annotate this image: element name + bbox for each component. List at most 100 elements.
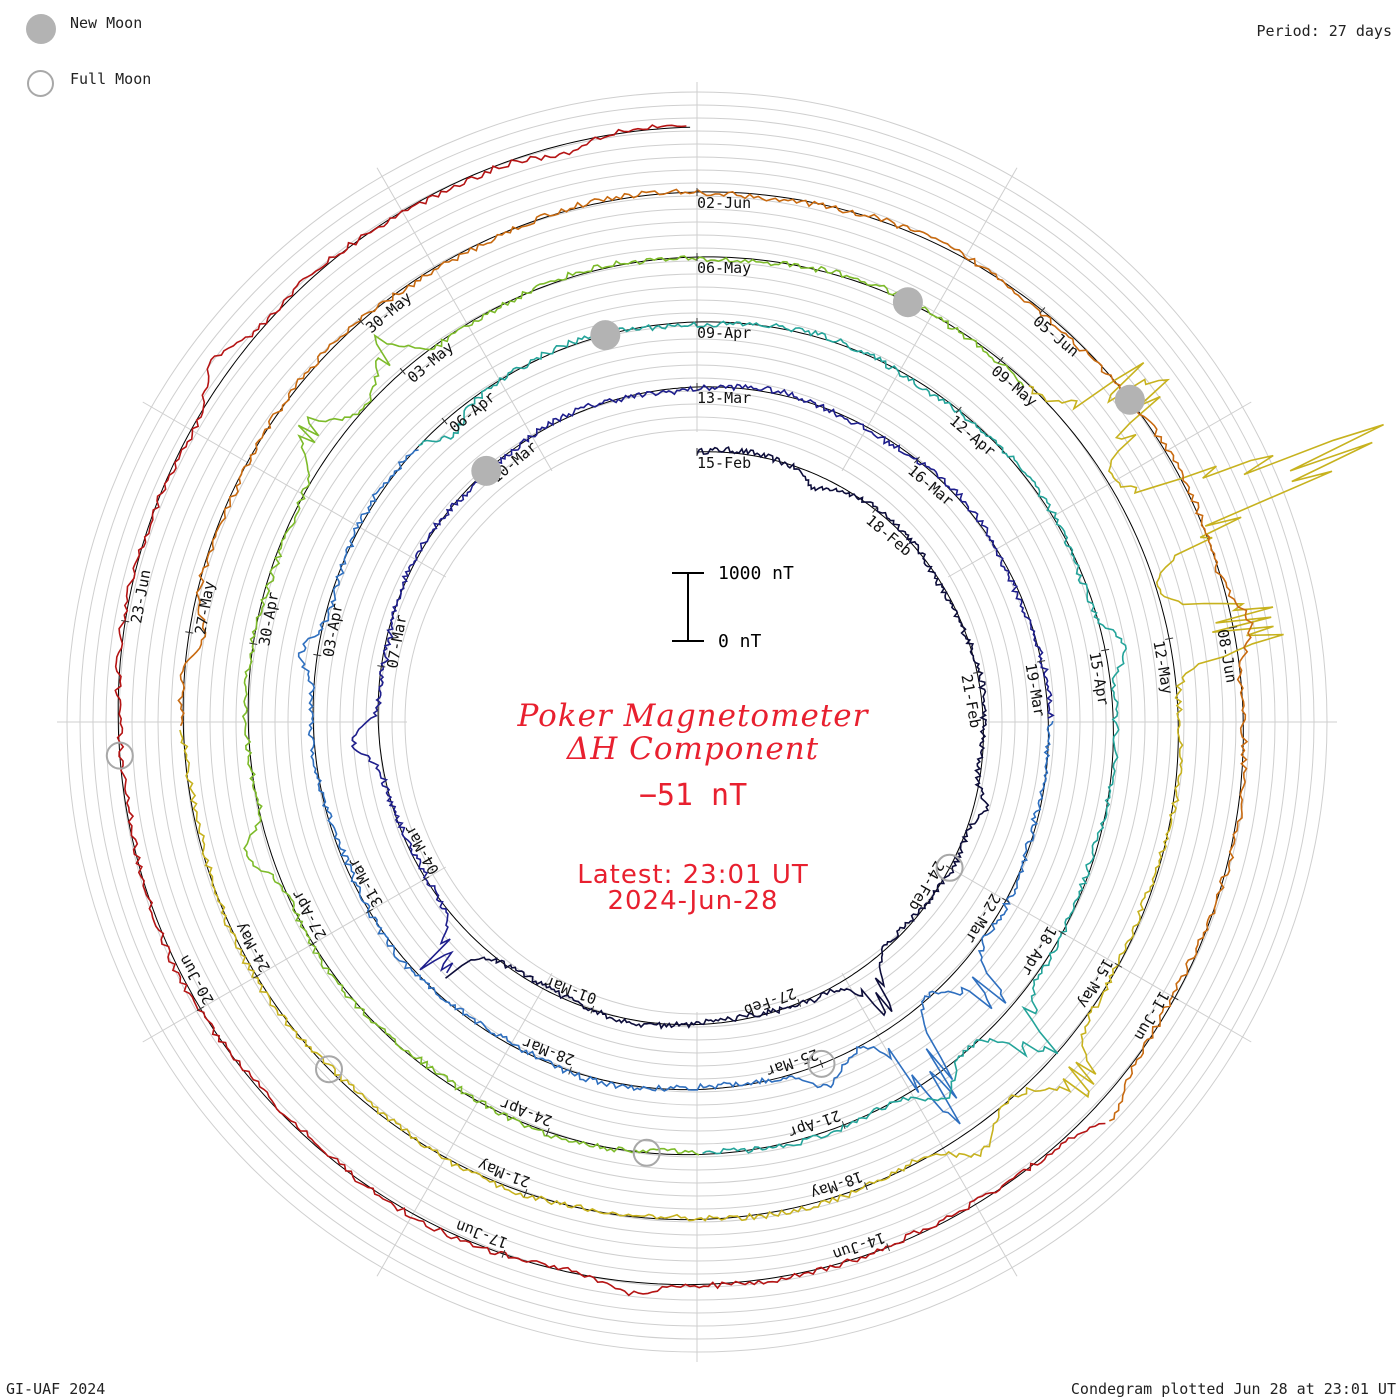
- new-moon-marker: [590, 320, 621, 351]
- data-line-segment: [418, 320, 1127, 1155]
- date-tick-mark: [1058, 930, 1066, 936]
- data-line-segment: [179, 362, 1384, 1222]
- date-tick-label: 13-Mar: [697, 389, 751, 407]
- period-label: Period: 27 days: [1256, 22, 1392, 40]
- scale-bottom-label: 0 nT: [718, 631, 762, 652]
- grid-spoke: [142, 401, 447, 578]
- date-tick-mark: [973, 671, 982, 674]
- date-tick-label: 28-Mar: [520, 1033, 577, 1068]
- full-moon-marker: [632, 1138, 661, 1167]
- date-tick-mark: [523, 1188, 528, 1197]
- date-tick-mark: [253, 973, 261, 979]
- date-tick-mark: [997, 356, 1004, 364]
- date-tick-mark: [185, 631, 194, 634]
- date-tick-mark: [914, 456, 920, 464]
- date-tick-label: 30-Apr: [255, 591, 282, 647]
- date-tick-mark: [955, 406, 962, 414]
- date-tick-label: 23-Jun: [127, 568, 154, 624]
- chart-subtitle: ΔH Component: [566, 731, 820, 767]
- data-line-segment: [177, 188, 1254, 1122]
- date-tick-label: 03-Apr: [319, 602, 346, 658]
- date-tick-mark: [1165, 637, 1174, 640]
- data-line-segment: [114, 124, 1106, 1297]
- grid-spoke: [841, 972, 1018, 1277]
- date-tick-label: 27-May: [191, 580, 218, 636]
- date-tick-label: 06-May: [697, 259, 751, 277]
- data-line-segment: [445, 446, 990, 1030]
- date-tick-mark: [1229, 626, 1238, 629]
- full-moon-marker: [935, 853, 964, 882]
- date-tick-mark: [421, 876, 430, 882]
- plotted-label: Condegram plotted Jun 28 at 23:01 UT: [1070, 1380, 1396, 1398]
- date-tick-label: 24-Apr: [498, 1095, 555, 1130]
- date-tick-mark: [1171, 995, 1179, 1001]
- date-tick-mark: [399, 367, 406, 375]
- date-tick-label: 27-Feb: [742, 984, 799, 1019]
- date-tick-label: 07-Mar: [383, 613, 410, 669]
- full-moon-marker: [105, 741, 134, 770]
- date-tick-mark: [1039, 307, 1046, 314]
- date-tick-label: 08-Jun: [1213, 628, 1240, 684]
- date-tick-label: 12-May: [1149, 639, 1176, 695]
- full-moon-legend-swatch: [27, 70, 54, 97]
- credit-label: GI-UAF 2024: [6, 1380, 106, 1398]
- date-tick-label: 15-Feb: [697, 454, 751, 472]
- date-tick-mark: [358, 318, 364, 325]
- new-moon-legend-swatch: [26, 14, 56, 44]
- data-line-segment: [350, 383, 1055, 974]
- grid-spoke: [376, 972, 553, 1277]
- scale-top-label: 1000 nT: [718, 563, 794, 584]
- grid-spoke: [947, 866, 1252, 1043]
- new-moon-legend-label: New Moon: [70, 14, 143, 32]
- date-tick-label: 20-Jun: [175, 952, 218, 1008]
- latest-time: Latest: 23:01 UT: [577, 860, 809, 890]
- date-tick-label: 18-May: [808, 1167, 865, 1202]
- grid-spoke: [142, 866, 447, 1043]
- date-tick-mark: [864, 1182, 868, 1191]
- date-tick-mark: [1037, 660, 1046, 663]
- date-tick-mark: [1114, 962, 1123, 968]
- date-tick-mark: [365, 908, 374, 914]
- date-tick-mark: [819, 1060, 824, 1068]
- date-tick-label: 17-Jun: [453, 1217, 510, 1252]
- chart-title: Poker Magnetometer: [517, 698, 869, 734]
- full-moon-marker: [315, 1055, 343, 1084]
- date-tick-mark: [249, 642, 258, 645]
- date-tick-mark: [313, 653, 322, 657]
- date-tick-mark: [797, 998, 802, 1007]
- date-tick-label: 21-May: [475, 1156, 532, 1191]
- date-tick-mark: [590, 1005, 595, 1014]
- date-tick-label: 06-Apr: [446, 388, 499, 437]
- full-moon-marker: [807, 1049, 836, 1078]
- date-tick-mark: [501, 1250, 506, 1258]
- date-tick-mark: [568, 1066, 572, 1075]
- date-tick-mark: [841, 1121, 846, 1129]
- data-line-segment: [241, 255, 1025, 1156]
- date-tick-mark: [441, 417, 448, 425]
- new-moon-marker: [471, 455, 502, 486]
- date-tick-label: 01-Mar: [542, 972, 599, 1007]
- date-tick-label: 02-Jun: [697, 194, 751, 212]
- date-tick-label: 25-Mar: [764, 1045, 821, 1080]
- date-tick-mark: [377, 665, 386, 668]
- date-tick-label: 24-May: [231, 919, 274, 975]
- grid-spoke: [841, 167, 1018, 472]
- grid-spoke: [947, 401, 1252, 578]
- current-value: −51 nT: [638, 778, 748, 813]
- date-tick-label: 09-Apr: [697, 324, 751, 342]
- date-tick-mark: [1101, 648, 1110, 652]
- date-tick-mark: [1002, 897, 1010, 903]
- date-tick-mark: [196, 1006, 205, 1012]
- data-line-segment: [297, 449, 1054, 1125]
- full-moon-legend-label: Full Moon: [70, 70, 152, 88]
- latest-date: 2024-Jun-28: [607, 886, 779, 916]
- grid-spoke: [376, 167, 553, 472]
- date-tick-mark: [886, 1243, 890, 1252]
- date-tick-mark: [309, 941, 317, 947]
- new-moon-marker: [892, 287, 923, 318]
- date-tick-mark: [872, 506, 879, 514]
- new-moon-marker: [1114, 384, 1145, 415]
- date-tick-mark: [121, 620, 130, 623]
- date-tick-mark: [945, 865, 954, 871]
